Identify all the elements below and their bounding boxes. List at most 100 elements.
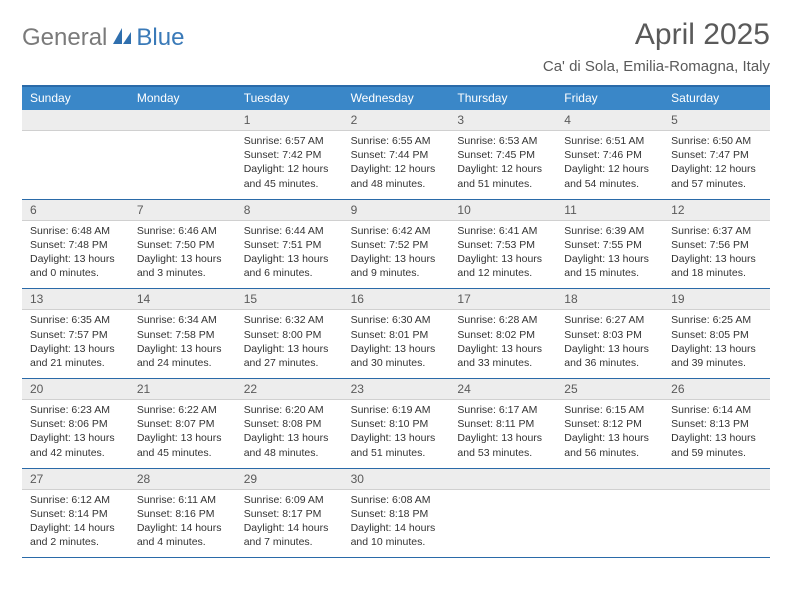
daynum-cell: 20 xyxy=(22,379,129,399)
week-body-row: Sunrise: 6:35 AMSunset: 7:57 PMDaylight:… xyxy=(22,310,770,379)
month-title: April 2025 xyxy=(543,18,770,52)
day-cell xyxy=(663,490,770,558)
day-day2: and 53 minutes. xyxy=(457,446,550,460)
daynum-cell: 8 xyxy=(236,200,343,220)
day-day1: Daylight: 12 hours xyxy=(457,162,550,176)
daynum-cell xyxy=(556,469,663,489)
day-day2: and 24 minutes. xyxy=(137,356,230,370)
day-cell: Sunrise: 6:30 AMSunset: 8:01 PMDaylight:… xyxy=(343,310,450,378)
daynum-cell: 3 xyxy=(449,110,556,130)
day-sunset: Sunset: 8:10 PM xyxy=(351,417,444,431)
daynum-cell: 16 xyxy=(343,289,450,309)
day-cell: Sunrise: 6:34 AMSunset: 7:58 PMDaylight:… xyxy=(129,310,236,378)
daynum-cell: 11 xyxy=(556,200,663,220)
logo: General Blue xyxy=(22,24,184,52)
day-cell xyxy=(449,490,556,558)
day-day1: Daylight: 13 hours xyxy=(30,252,123,266)
day-sunset: Sunset: 8:18 PM xyxy=(351,507,444,521)
day-day2: and 57 minutes. xyxy=(671,177,764,191)
day-cell: Sunrise: 6:20 AMSunset: 8:08 PMDaylight:… xyxy=(236,400,343,468)
day-day1: Daylight: 13 hours xyxy=(244,431,337,445)
day-cell: Sunrise: 6:25 AMSunset: 8:05 PMDaylight:… xyxy=(663,310,770,378)
day-header-tuesday: Tuesday xyxy=(236,87,343,110)
day-sunrise: Sunrise: 6:48 AM xyxy=(30,224,123,238)
day-day1: Daylight: 14 hours xyxy=(30,521,123,535)
day-day1: Daylight: 13 hours xyxy=(137,342,230,356)
day-sunset: Sunset: 8:17 PM xyxy=(244,507,337,521)
day-sunrise: Sunrise: 6:34 AM xyxy=(137,313,230,327)
day-day2: and 48 minutes. xyxy=(351,177,444,191)
day-sunrise: Sunrise: 6:20 AM xyxy=(244,403,337,417)
day-sunrise: Sunrise: 6:32 AM xyxy=(244,313,337,327)
day-sunset: Sunset: 7:50 PM xyxy=(137,238,230,252)
day-sunrise: Sunrise: 6:22 AM xyxy=(137,403,230,417)
day-cell: Sunrise: 6:22 AMSunset: 8:07 PMDaylight:… xyxy=(129,400,236,468)
daynum-cell xyxy=(663,469,770,489)
location-label: Ca' di Sola, Emilia-Romagna, Italy xyxy=(543,58,770,75)
daynum-cell: 18 xyxy=(556,289,663,309)
day-cell: Sunrise: 6:42 AMSunset: 7:52 PMDaylight:… xyxy=(343,221,450,289)
day-sunrise: Sunrise: 6:19 AM xyxy=(351,403,444,417)
calendar: Sunday Monday Tuesday Wednesday Thursday… xyxy=(22,85,770,558)
day-cell: Sunrise: 6:44 AMSunset: 7:51 PMDaylight:… xyxy=(236,221,343,289)
day-day1: Daylight: 13 hours xyxy=(30,431,123,445)
day-day2: and 15 minutes. xyxy=(564,266,657,280)
daynum-cell: 17 xyxy=(449,289,556,309)
day-day2: and 59 minutes. xyxy=(671,446,764,460)
day-sunrise: Sunrise: 6:30 AM xyxy=(351,313,444,327)
daynum-cell xyxy=(449,469,556,489)
day-day2: and 10 minutes. xyxy=(351,535,444,549)
day-day2: and 42 minutes. xyxy=(30,446,123,460)
day-day1: Daylight: 13 hours xyxy=(244,252,337,266)
day-cell: Sunrise: 6:53 AMSunset: 7:45 PMDaylight:… xyxy=(449,131,556,199)
day-sunset: Sunset: 8:05 PM xyxy=(671,328,764,342)
daynum-cell: 26 xyxy=(663,379,770,399)
day-day1: Daylight: 12 hours xyxy=(244,162,337,176)
day-header-monday: Monday xyxy=(129,87,236,110)
day-day1: Daylight: 13 hours xyxy=(351,431,444,445)
day-sunrise: Sunrise: 6:15 AM xyxy=(564,403,657,417)
day-day1: Daylight: 13 hours xyxy=(564,342,657,356)
day-sunset: Sunset: 8:02 PM xyxy=(457,328,550,342)
day-day1: Daylight: 13 hours xyxy=(244,342,337,356)
day-sunset: Sunset: 7:46 PM xyxy=(564,148,657,162)
day-day1: Daylight: 14 hours xyxy=(244,521,337,535)
day-cell: Sunrise: 6:39 AMSunset: 7:55 PMDaylight:… xyxy=(556,221,663,289)
day-sunrise: Sunrise: 6:37 AM xyxy=(671,224,764,238)
day-cell: Sunrise: 6:57 AMSunset: 7:42 PMDaylight:… xyxy=(236,131,343,199)
day-day1: Daylight: 13 hours xyxy=(137,252,230,266)
daynum-cell: 27 xyxy=(22,469,129,489)
day-cell: Sunrise: 6:17 AMSunset: 8:11 PMDaylight:… xyxy=(449,400,556,468)
day-sunset: Sunset: 7:51 PM xyxy=(244,238,337,252)
daynum-cell: 24 xyxy=(449,379,556,399)
week-body-row: Sunrise: 6:12 AMSunset: 8:14 PMDaylight:… xyxy=(22,490,770,559)
day-cell: Sunrise: 6:55 AMSunset: 7:44 PMDaylight:… xyxy=(343,131,450,199)
day-day1: Daylight: 13 hours xyxy=(671,431,764,445)
day-day2: and 6 minutes. xyxy=(244,266,337,280)
day-sunrise: Sunrise: 6:17 AM xyxy=(457,403,550,417)
daynum-cell: 22 xyxy=(236,379,343,399)
page-header: General Blue April 2025 Ca' di Sola, Emi… xyxy=(22,18,770,75)
day-day2: and 51 minutes. xyxy=(457,177,550,191)
day-day2: and 45 minutes. xyxy=(244,177,337,191)
day-sunrise: Sunrise: 6:44 AM xyxy=(244,224,337,238)
logo-sail-icon xyxy=(111,26,133,51)
day-sunset: Sunset: 7:45 PM xyxy=(457,148,550,162)
daynum-cell: 30 xyxy=(343,469,450,489)
day-day2: and 51 minutes. xyxy=(351,446,444,460)
day-day2: and 9 minutes. xyxy=(351,266,444,280)
day-header-row: Sunday Monday Tuesday Wednesday Thursday… xyxy=(22,87,770,110)
day-day1: Daylight: 13 hours xyxy=(457,252,550,266)
daynum-cell: 1 xyxy=(236,110,343,130)
day-sunrise: Sunrise: 6:57 AM xyxy=(244,134,337,148)
day-day1: Daylight: 13 hours xyxy=(137,431,230,445)
day-sunset: Sunset: 8:14 PM xyxy=(30,507,123,521)
day-sunrise: Sunrise: 6:55 AM xyxy=(351,134,444,148)
day-sunset: Sunset: 7:55 PM xyxy=(564,238,657,252)
day-cell: Sunrise: 6:46 AMSunset: 7:50 PMDaylight:… xyxy=(129,221,236,289)
day-sunset: Sunset: 7:44 PM xyxy=(351,148,444,162)
day-cell: Sunrise: 6:51 AMSunset: 7:46 PMDaylight:… xyxy=(556,131,663,199)
daynum-row: 13141516171819 xyxy=(22,289,770,310)
day-sunrise: Sunrise: 6:51 AM xyxy=(564,134,657,148)
day-cell: Sunrise: 6:28 AMSunset: 8:02 PMDaylight:… xyxy=(449,310,556,378)
